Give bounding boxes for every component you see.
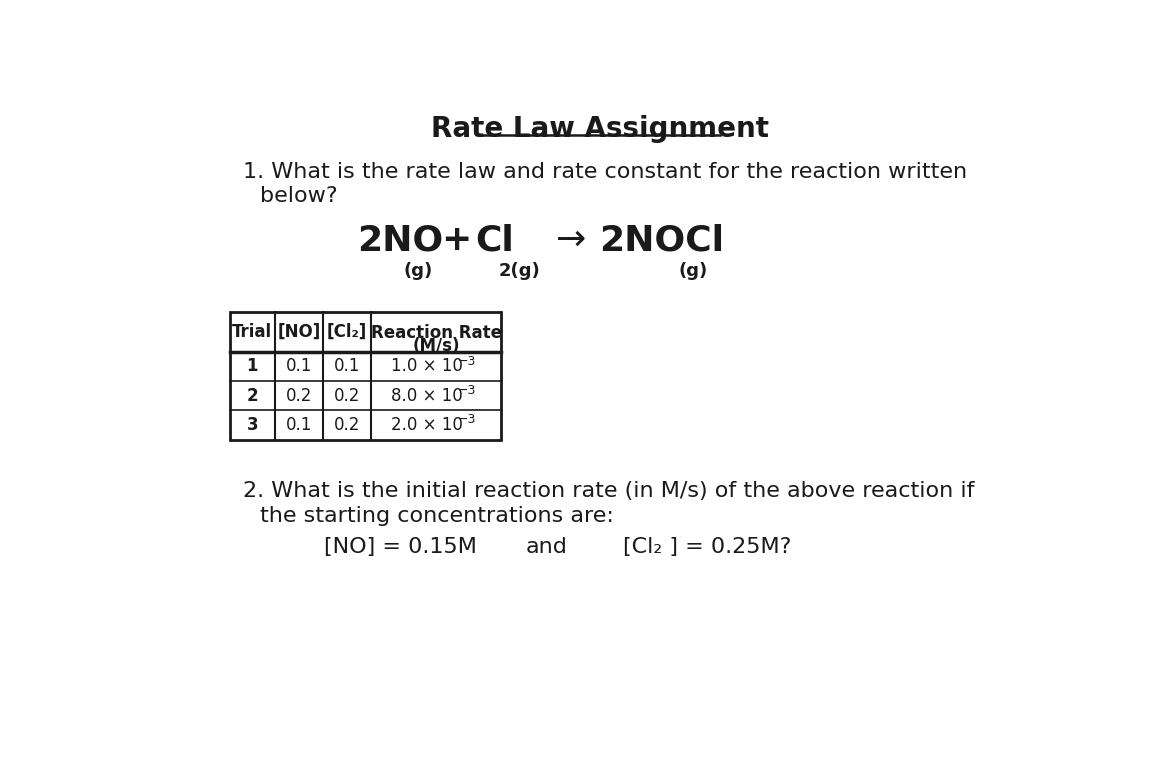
Text: [Cl₂]: [Cl₂] (326, 323, 367, 341)
Text: 2NO: 2NO (357, 223, 443, 257)
Text: 2.0 × 10: 2.0 × 10 (391, 416, 463, 434)
Text: [NO]: [NO] (277, 323, 321, 341)
Text: Reaction Rate: Reaction Rate (371, 324, 502, 342)
Text: 1. What is the rate law and rate constant for the reaction written: 1. What is the rate law and rate constan… (243, 161, 968, 181)
Text: 2(g): 2(g) (498, 261, 541, 280)
Text: the starting concentrations are:: the starting concentrations are: (260, 506, 614, 526)
Text: −3: −3 (457, 413, 476, 426)
Bar (230, 311, 501, 440)
Text: 0.1: 0.1 (333, 358, 360, 375)
Text: +: + (441, 223, 472, 257)
Text: (M/s): (M/s) (412, 337, 460, 355)
Text: 0.2: 0.2 (333, 387, 360, 404)
Text: 8.0 × 10: 8.0 × 10 (391, 387, 462, 404)
Text: Rate Law Assignment: Rate Law Assignment (431, 115, 769, 143)
Text: 1: 1 (247, 358, 259, 375)
Text: 1.0 × 10: 1.0 × 10 (391, 358, 463, 375)
Text: (g): (g) (404, 261, 433, 280)
Text: →: → (556, 223, 586, 257)
Text: 0.2: 0.2 (333, 416, 360, 434)
Text: 2. What is the initial reaction rate (in M/s) of the above reaction if: 2. What is the initial reaction rate (in… (243, 481, 975, 501)
Text: [NO] = 0.15M: [NO] = 0.15M (324, 538, 477, 558)
Text: 2: 2 (247, 387, 259, 404)
Text: (g): (g) (679, 261, 708, 280)
Text: 0.1: 0.1 (285, 416, 312, 434)
Text: −3: −3 (457, 384, 476, 397)
Text: 2NOCl: 2NOCl (599, 223, 724, 257)
Text: 0.1: 0.1 (285, 358, 312, 375)
Text: −3: −3 (457, 355, 476, 368)
Text: Trial: Trial (233, 323, 273, 341)
Text: [Cl₂ ] = 0.25M?: [Cl₂ ] = 0.25M? (622, 538, 791, 558)
Text: 0.2: 0.2 (285, 387, 312, 404)
Text: Cl: Cl (475, 223, 514, 257)
Text: below?: below? (260, 186, 338, 206)
Text: and: and (526, 538, 567, 558)
Text: 3: 3 (247, 416, 259, 434)
